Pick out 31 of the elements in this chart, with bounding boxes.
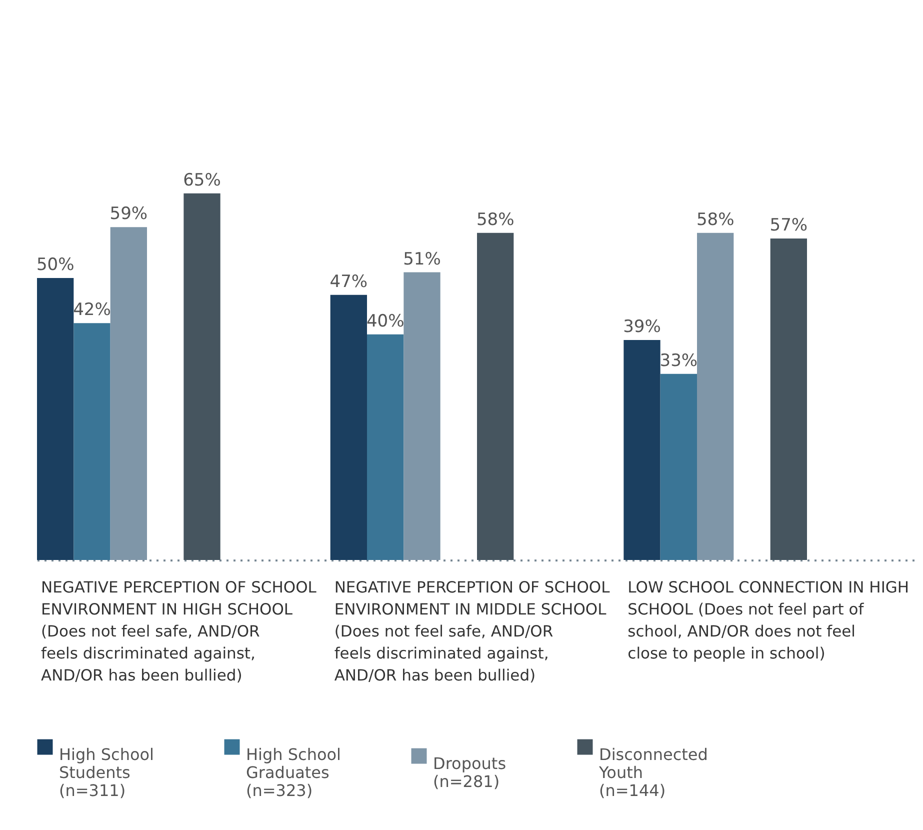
data-label: 40% [366,311,404,332]
legend-label: Disconnected Youth (n=144) [598,745,708,800]
data-label: 39% [623,317,661,337]
legend-label: Dropouts (n=281) [433,754,506,791]
bar [477,232,514,560]
x-tick-label: NEGATIVE PERCEPTION OF SCHOOL ENVIRONMENT IN MIDDLE SCHOOL (Does not feel safe, AND/OR feels discriminated against, AND/OR has been bullied) [334,578,610,684]
data-label: 47% [330,272,368,292]
bar [37,278,74,560]
bar [770,238,807,560]
data-label: 65% [183,170,221,190]
data-label: 58% [476,210,514,230]
x-tick-label: NEGATIVE PERCEPTION OF SCHOOL ENVIRONMENT IN HIGH SCHOOL (Does not feel safe, AND/OR feels discriminated against, AND/OR has been bullied) [41,578,317,684]
data-label: 58% [696,210,734,230]
data-label: 50% [36,254,74,275]
bar [110,227,147,560]
x-tick-label: LOW SCHOOL CONNECTION IN HIGH SCHOOL (Does not feel part of school, AND/OR does not feel close to people in school) [628,578,910,662]
bar [367,334,404,560]
bar [330,294,367,560]
data-label: 33% [660,350,698,371]
legend-label: High School Graduates (n=323) [246,745,341,800]
bar [74,323,110,560]
data-label: 57% [770,215,808,236]
bar [660,374,697,560]
data-label: 51% [403,249,441,270]
bar [697,232,734,560]
data-label: 59% [110,204,148,224]
bar [184,193,220,560]
legend-label: High School Students (n=311) [59,745,154,800]
bar [624,340,660,560]
data-label: 42% [73,300,111,320]
bar [404,272,440,560]
